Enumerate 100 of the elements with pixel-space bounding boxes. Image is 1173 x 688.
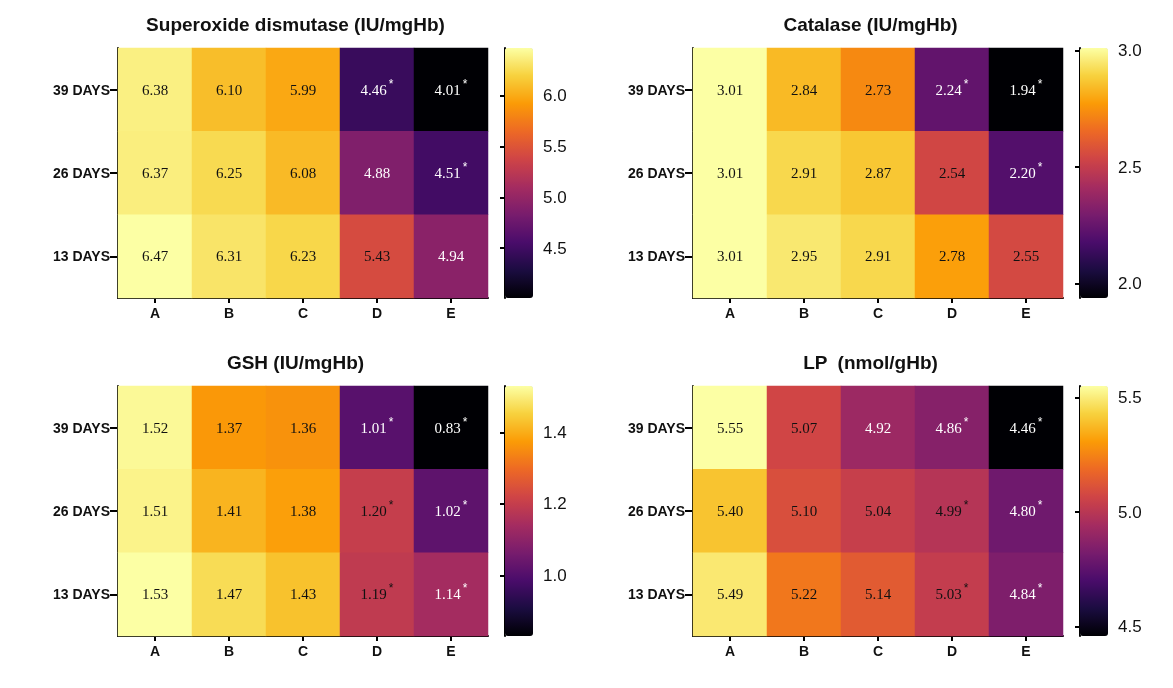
data-label: 1.47 (215, 586, 243, 603)
x-tick-label: D (371, 643, 383, 659)
chart-title: Superoxide dismutase (IU/mgHb) (146, 14, 445, 35)
color-bar-label: 1.4 (543, 422, 567, 442)
y-tick-label: 39 DAYS (52, 419, 110, 436)
data-label: 6.23 (289, 248, 317, 265)
data-label: 6.31 (215, 248, 243, 265)
y-tick-label: 39 DAYS (52, 81, 110, 98)
x-tick-label: C (297, 305, 309, 321)
data-label: 1.01* (360, 414, 394, 436)
data-label: 2.95 (790, 248, 818, 265)
data-label: 1.14* (434, 581, 468, 603)
data-label: 6.38 (141, 81, 169, 98)
data-label: 4.94 (437, 248, 465, 265)
data-label: 6.08 (289, 165, 317, 181)
x-tick-label: C (872, 305, 884, 321)
data-label: 1.02* (434, 498, 468, 519)
data-label: 1.38 (289, 503, 317, 519)
data-label: 4.84* (1009, 581, 1043, 603)
color-bar-label: 2.0 (1118, 274, 1142, 294)
data-label: 2.91 (864, 248, 892, 265)
x-tick-label: C (297, 643, 309, 659)
color-bar-label: 5.5 (543, 137, 567, 157)
x-tick-label: C (872, 643, 884, 659)
data-label: 1.43 (289, 586, 317, 603)
data-label: 5.40 (716, 503, 744, 519)
data-label: 2.87 (864, 165, 892, 181)
y-tick-label: 39 DAYS (627, 419, 685, 436)
y-tick-label: 13 DAYS (627, 248, 685, 265)
y-tick-label: 26 DAYS (52, 165, 110, 181)
color-bar-label: 4.5 (1118, 617, 1142, 637)
y-tick-label: 26 DAYS (627, 165, 685, 181)
data-label: 5.10 (790, 503, 818, 519)
data-label: 4.86* (935, 414, 969, 436)
chart-title: GSH (IU/mgHb) (226, 352, 365, 373)
color-bar-label: 1.0 (543, 565, 567, 585)
data-label: 2.91 (790, 165, 818, 181)
data-label: 4.01* (434, 76, 468, 98)
data-label: 4.46* (360, 76, 394, 98)
color-bar-label: 1.2 (543, 494, 567, 514)
data-label: 5.99 (289, 81, 317, 98)
data-label: 6.37 (141, 165, 169, 181)
data-label: 5.14 (864, 586, 892, 603)
data-label: 4.51* (434, 160, 468, 181)
data-label: 5.49 (716, 586, 744, 603)
data-label: 5.22 (790, 586, 818, 603)
color-bar-label: 6.0 (543, 86, 567, 106)
x-tick-label: A (149, 643, 161, 659)
data-label: 6.25 (215, 165, 243, 181)
y-tick-label: 26 DAYS (52, 503, 110, 519)
x-tick-label: B (798, 305, 810, 321)
data-label: 1.94* (1009, 76, 1043, 98)
data-label: 4.80* (1009, 498, 1043, 519)
data-label: 1.37 (215, 419, 243, 436)
y-tick-label: 26 DAYS (627, 503, 685, 519)
data-label: 3.01 (716, 165, 744, 181)
chart-title: Catalase (IU/mgHb) (783, 14, 958, 35)
color-bar-label: 2.5 (1118, 157, 1142, 177)
x-tick-label: B (223, 643, 235, 659)
data-label: 2.20* (1009, 160, 1043, 181)
x-tick-label: E (446, 643, 456, 659)
data-label: 5.03* (935, 581, 969, 603)
data-label: 1.53 (141, 586, 169, 603)
y-tick-label: 13 DAYS (627, 586, 685, 603)
color-bar-label: 5.0 (1118, 502, 1142, 522)
data-label: 4.99* (935, 498, 969, 519)
x-tick-label: B (798, 643, 810, 659)
y-tick-label: 13 DAYS (52, 248, 110, 265)
color-bar-label: 3.0 (1118, 40, 1142, 60)
data-label: 2.73 (864, 81, 892, 98)
data-label: 3.01 (716, 81, 744, 98)
color-bar-label: 5.5 (1118, 387, 1142, 407)
data-label: 5.07 (790, 419, 818, 436)
data-label: 2.24* (935, 76, 969, 98)
x-tick-label: E (1021, 305, 1031, 321)
color-bar-label: 4.5 (543, 238, 567, 258)
data-label: 2.55 (1012, 248, 1040, 265)
y-tick-label: 39 DAYS (627, 81, 685, 98)
data-label: 6.10 (215, 81, 243, 98)
data-label: 1.52 (141, 419, 169, 436)
x-tick-label: A (149, 305, 161, 321)
data-label: 1.51 (141, 503, 169, 519)
data-label: 4.46* (1009, 414, 1043, 436)
data-label: 5.04 (864, 503, 892, 519)
data-label: 4.88 (363, 165, 391, 181)
data-label: 1.20* (360, 498, 394, 519)
x-tick-label: D (371, 305, 383, 321)
data-label: 2.54 (938, 165, 966, 181)
data-label: 0.83* (434, 414, 468, 436)
x-tick-label: D (946, 305, 958, 321)
data-label: 5.55 (716, 419, 744, 436)
data-label: 1.19* (360, 581, 394, 603)
data-label: 5.43 (363, 248, 391, 265)
y-tick-label: 13 DAYS (52, 586, 110, 603)
x-tick-label: E (1021, 643, 1031, 659)
x-tick-label: B (223, 305, 235, 321)
data-label: 6.47 (141, 248, 169, 265)
chart-title: LP (nmol/gHb) (803, 352, 938, 373)
color-bar-label: 5.0 (543, 187, 567, 207)
x-tick-label: A (724, 643, 736, 659)
